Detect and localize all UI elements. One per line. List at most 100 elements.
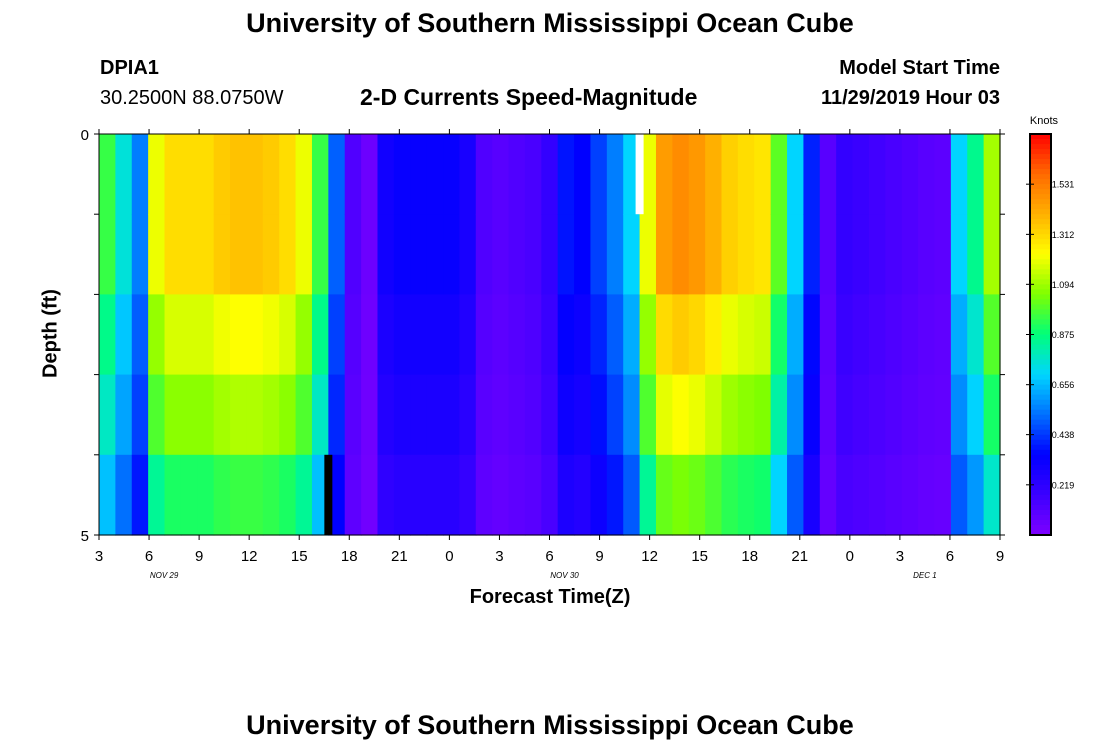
colorbar-segment	[1030, 349, 1051, 356]
heatmap-cell	[131, 454, 149, 536]
heatmap-cell	[983, 374, 1001, 456]
heatmap-cell	[377, 214, 395, 295]
colorbar-segment	[1030, 239, 1051, 245]
heatmap-cell	[524, 214, 542, 295]
x-tick-label: 21	[391, 548, 408, 565]
heatmap-cell	[868, 454, 886, 536]
heatmap-cell	[443, 374, 460, 456]
heatmap-cell	[688, 294, 706, 376]
heatmap-cell	[131, 374, 149, 456]
heatmap-cell	[590, 454, 608, 536]
x-tick-label: 6	[946, 548, 954, 565]
colorbar-segment	[1030, 399, 1051, 406]
heatmap-cell	[164, 294, 182, 376]
heatmap-cell	[574, 214, 592, 295]
heatmap-cell	[131, 134, 149, 215]
heatmap-cell	[115, 454, 133, 536]
heatmap-cell	[344, 294, 362, 376]
heatmap-cell	[574, 134, 592, 215]
colorbar-segment	[1030, 154, 1051, 160]
heatmap-cell	[623, 294, 641, 376]
heatmap-cell	[934, 214, 952, 295]
heatmap-cell	[950, 214, 968, 295]
colorbar-segment	[1030, 409, 1051, 416]
colorbar-segment	[1030, 439, 1051, 446]
colorbar-segment	[1030, 149, 1051, 155]
heatmap-cell	[705, 214, 723, 295]
heatmap-cell	[508, 294, 526, 376]
heatmap-cell	[541, 454, 559, 536]
heatmap-cell	[213, 454, 231, 536]
x-tick-label: 3	[896, 548, 904, 565]
heatmap-cell	[393, 214, 411, 295]
heatmap-cell	[557, 134, 575, 215]
colorbar-segment	[1030, 324, 1051, 331]
heatmap-cell	[721, 214, 739, 295]
heatmap-cell	[295, 294, 313, 376]
heatmap-cell	[655, 134, 673, 215]
heatmap-cell	[737, 134, 755, 215]
x-tick-label: 12	[641, 548, 658, 565]
colorbar-tick-label: 0.656	[1052, 380, 1075, 390]
y-axis: 05	[81, 127, 1005, 545]
heatmap-cell	[655, 454, 673, 536]
heatmap-cell	[967, 214, 985, 295]
colorbar-segment	[1030, 279, 1051, 285]
heatmap-cell	[901, 454, 919, 536]
colorbar-segment	[1030, 479, 1051, 486]
colorbar-segment	[1030, 354, 1051, 361]
colorbar-tick-label: 0.875	[1052, 330, 1075, 340]
colorbar-segment	[1030, 309, 1051, 316]
heatmap-cell	[770, 294, 788, 376]
heatmap-cell	[672, 454, 690, 536]
heatmap-cell	[787, 134, 805, 215]
heatmap-cell	[852, 134, 870, 215]
heatmap-cell	[705, 374, 723, 456]
heatmap-cell	[787, 454, 805, 536]
heatmap-cell	[639, 294, 657, 376]
heatmap-cell	[705, 294, 723, 376]
heatmap-cell	[950, 454, 968, 536]
heatmap-cell	[557, 454, 575, 536]
heatmap-cell	[279, 374, 297, 456]
heatmap-cell	[508, 214, 526, 295]
heatmap-cell	[688, 214, 706, 295]
colorbar-segment	[1030, 374, 1051, 381]
colorbar-segment	[1030, 444, 1051, 451]
heatmap-cell	[721, 294, 739, 376]
heatmap-cell	[295, 134, 313, 215]
heatmap-cell	[705, 454, 723, 536]
date-label: DEC 1	[913, 571, 937, 580]
heatmap-cell	[901, 294, 919, 376]
heatmap-cell	[361, 454, 379, 536]
heatmap-cell	[311, 214, 329, 295]
colorbar-segment	[1030, 289, 1051, 295]
heatmap-cell	[967, 294, 985, 376]
colorbar-segment	[1030, 369, 1051, 376]
heatmap-cell	[459, 454, 477, 536]
heatmap-cell	[393, 454, 411, 536]
x-tick-label: 15	[291, 548, 308, 565]
missing-data-cells	[324, 134, 644, 535]
heatmap-cell	[803, 374, 821, 456]
heatmap-cell	[99, 294, 116, 376]
heatmap-cell	[99, 134, 116, 215]
heatmap-cell	[115, 134, 133, 215]
heatmap-cell	[852, 454, 870, 536]
colorbar-segment	[1030, 384, 1051, 391]
heatmap-cell	[197, 294, 215, 376]
heatmap-cell	[377, 454, 395, 536]
colorbar-segment	[1030, 299, 1051, 306]
heatmap-cell	[868, 214, 886, 295]
colorbar-segment	[1030, 294, 1051, 301]
heatmap-cell	[361, 214, 379, 295]
colorbar-segment	[1030, 514, 1051, 521]
heatmap-cell	[246, 454, 264, 536]
colorbar-tick-label: 0.438	[1052, 430, 1075, 440]
heatmap-cell	[918, 214, 936, 295]
heatmap-cell	[721, 374, 739, 456]
heatmap-cell	[688, 454, 706, 536]
heatmap-cell	[443, 454, 460, 536]
heatmap-cell	[246, 374, 264, 456]
heatmap-cell	[868, 134, 886, 215]
